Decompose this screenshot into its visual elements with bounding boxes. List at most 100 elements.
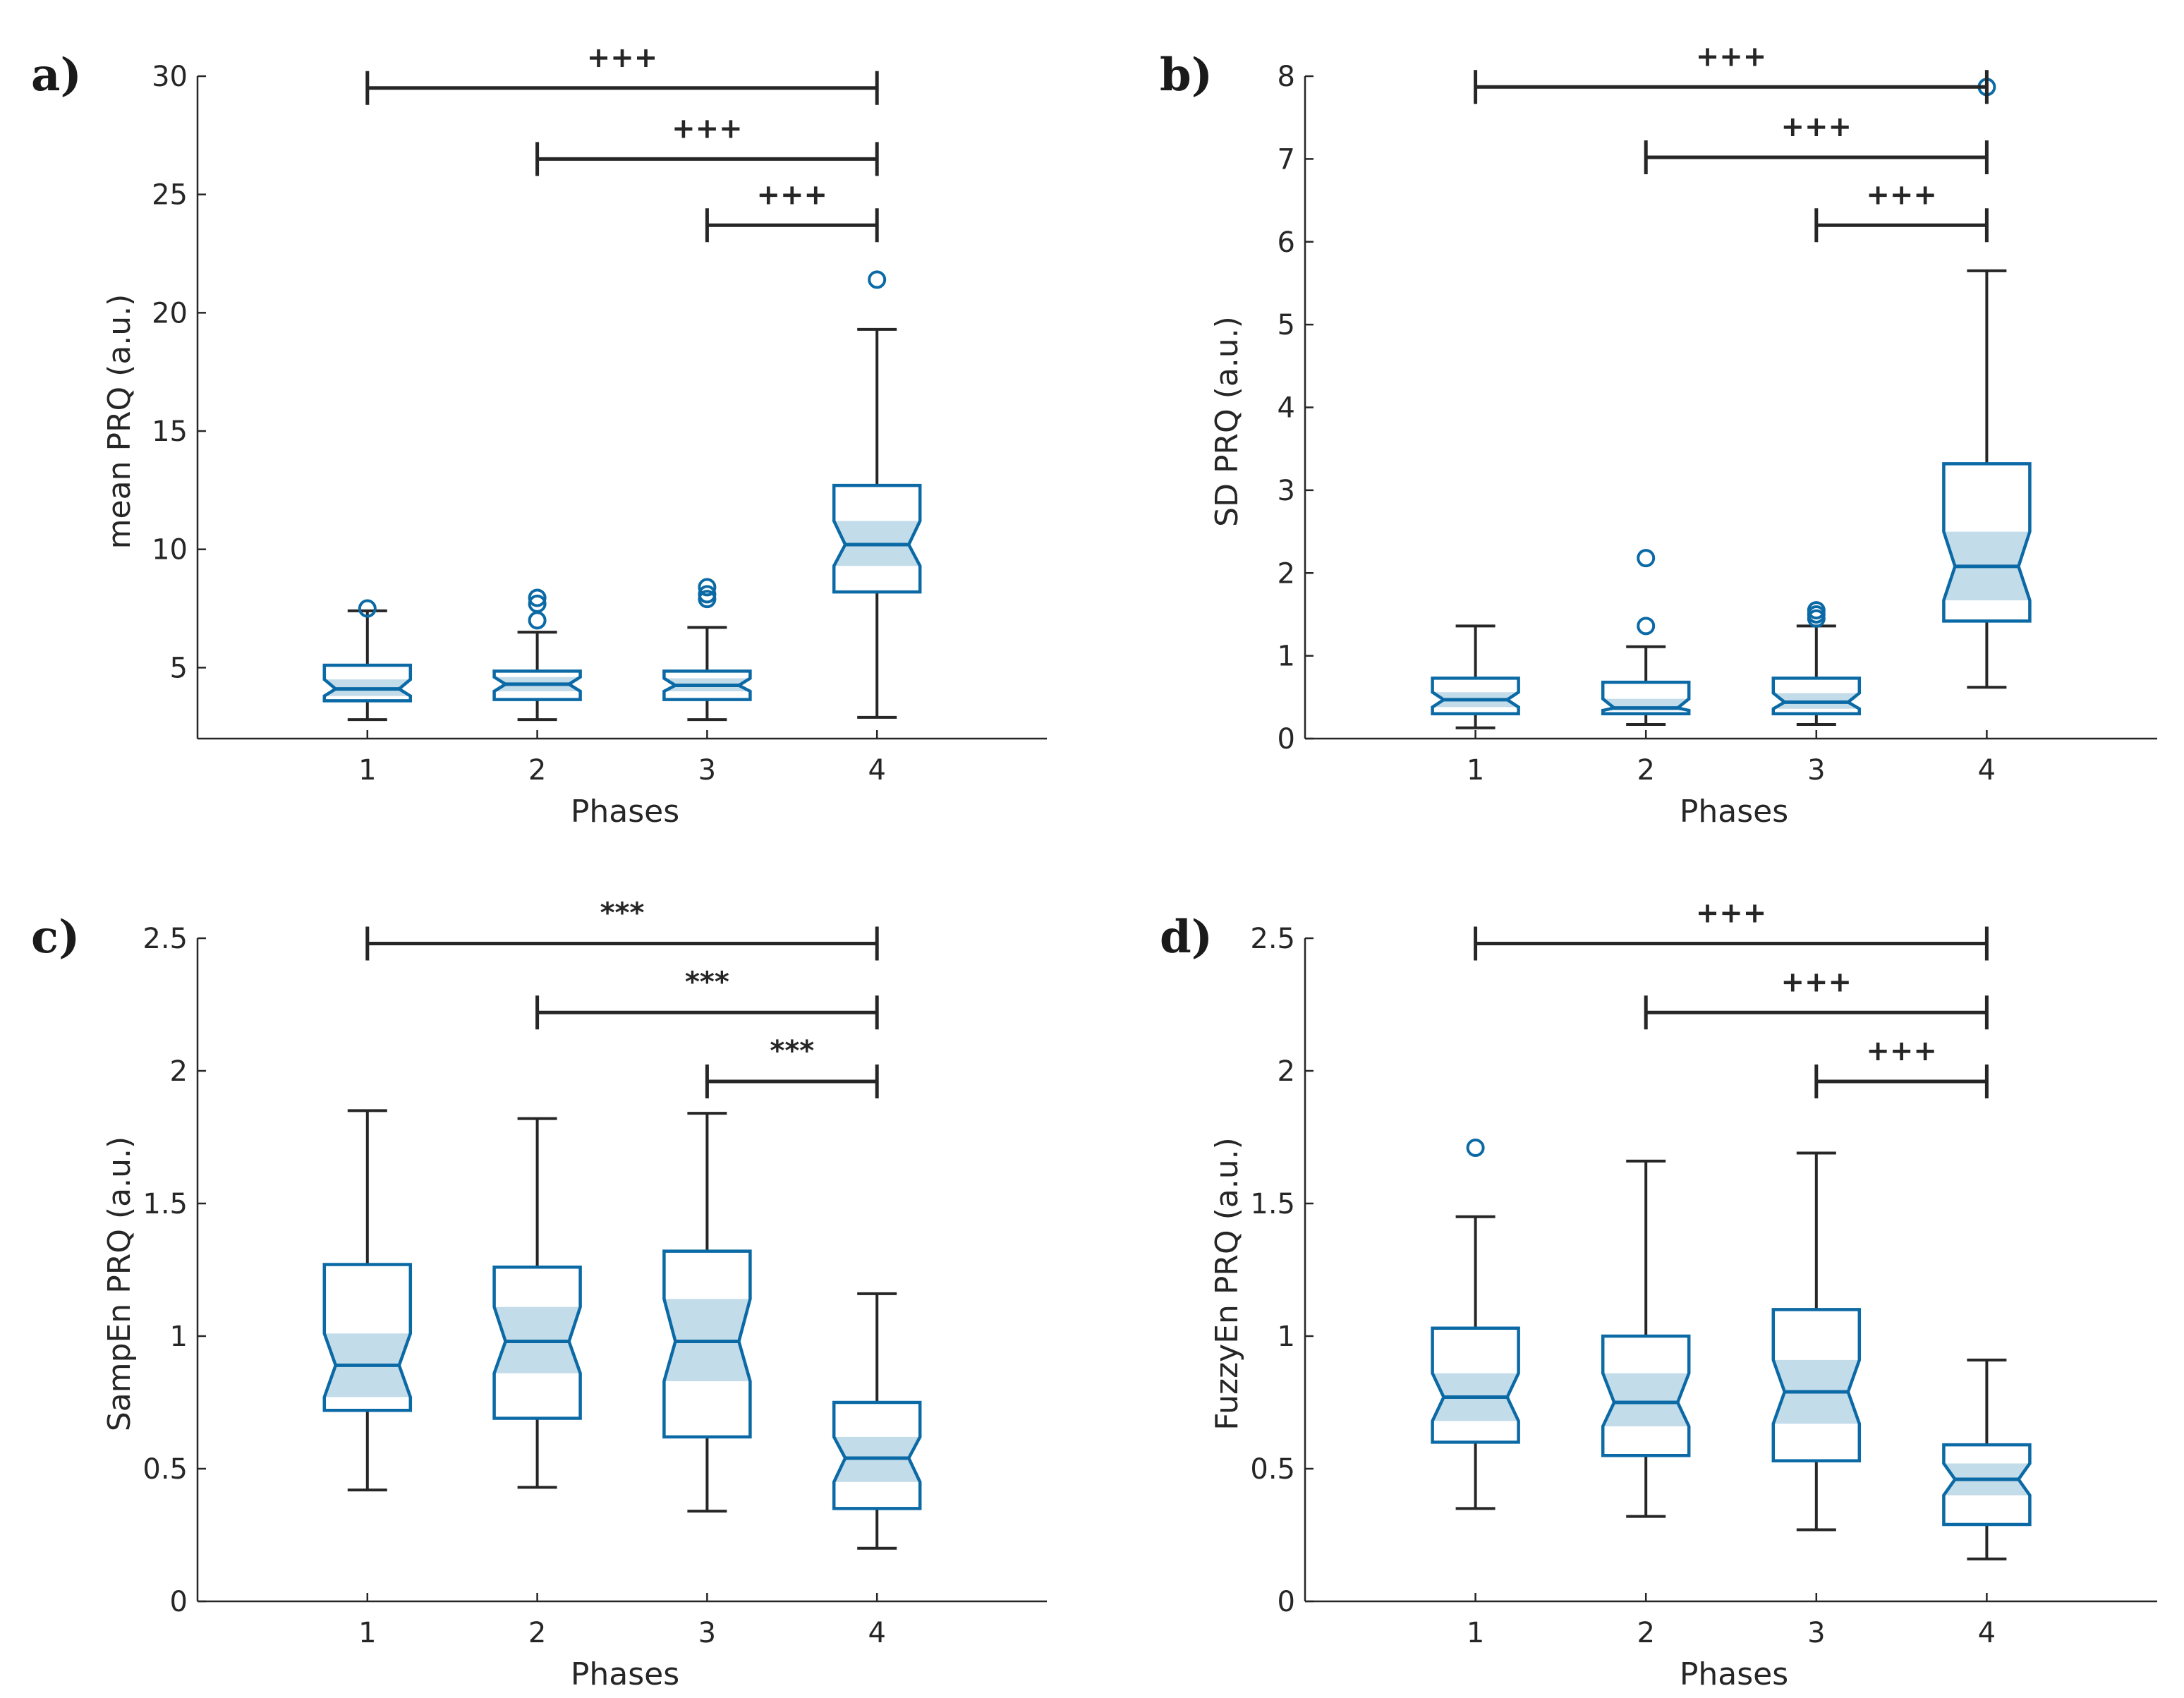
panel-label: c) bbox=[31, 911, 80, 964]
x-tick-label: 3 bbox=[698, 1617, 716, 1649]
y-tick-label: 2.5 bbox=[142, 923, 188, 955]
box-category-4 bbox=[1942, 78, 2032, 689]
box-outline bbox=[322, 663, 413, 703]
outlier-point bbox=[698, 585, 717, 604]
significance-bracket: +++ bbox=[535, 112, 879, 176]
x-tick-label: 2 bbox=[1637, 1617, 1654, 1649]
box-outline bbox=[1431, 677, 1520, 716]
y-tick-label: 1.5 bbox=[1250, 1188, 1295, 1220]
significance-bracket: +++ bbox=[1644, 966, 1989, 1030]
y-tick-label: 25 bbox=[152, 179, 188, 212]
box-outline bbox=[832, 483, 922, 594]
outlier-point bbox=[1637, 549, 1656, 568]
box-outline bbox=[1942, 1443, 2032, 1527]
significance-label: +++ bbox=[1866, 178, 1937, 211]
significance-label: +++ bbox=[1781, 111, 1852, 143]
x-axis-label: Phases bbox=[571, 794, 679, 830]
significance-label: +++ bbox=[1696, 40, 1767, 73]
box-category-1 bbox=[322, 599, 413, 722]
x-tick-label: 4 bbox=[1978, 1617, 1996, 1649]
box-outline bbox=[1431, 1326, 1520, 1444]
significance-bracket: +++ bbox=[705, 178, 879, 243]
box-category-1 bbox=[1431, 1139, 1520, 1510]
significance-label: +++ bbox=[1696, 897, 1767, 930]
x-tick-label: 3 bbox=[1807, 1617, 1825, 1649]
y-tick-label: 15 bbox=[152, 416, 188, 448]
significance-bracket: *** bbox=[535, 966, 879, 1030]
x-tick-label: 1 bbox=[1467, 1617, 1484, 1649]
y-tick-label: 1 bbox=[1278, 641, 1295, 673]
y-tick-label: 30 bbox=[152, 61, 188, 93]
x-tick-label: 3 bbox=[698, 754, 716, 787]
significance-label: +++ bbox=[1781, 966, 1852, 998]
box-category-1 bbox=[1431, 624, 1520, 729]
significance-bracket: +++ bbox=[1814, 1035, 1989, 1099]
panel-4: d) 0 0.5 1 1.5 2 2.5 1 2 3 4 Phases FuzzyEn PRQ (a.u… bbox=[1160, 897, 2157, 1692]
significance-label: +++ bbox=[757, 178, 828, 211]
y-axis-label: SD PRQ (a.u.) bbox=[1209, 316, 1245, 527]
outlier-point bbox=[528, 594, 547, 613]
outlier-point bbox=[1807, 601, 1826, 620]
box-category-2 bbox=[1601, 549, 1691, 727]
panel-1: a) 5 10 15 20 25 30 1 2 3 4 Phases mean PRQ (a.u.) ++… bbox=[31, 42, 1047, 830]
x-axis-label: Phases bbox=[1680, 1656, 1788, 1692]
box-category-3 bbox=[1771, 601, 1862, 727]
y-tick-label: 8 bbox=[1278, 61, 1295, 93]
box-outline bbox=[1771, 677, 1862, 716]
y-tick-label: 0 bbox=[1278, 723, 1295, 756]
outlier-point bbox=[528, 611, 547, 630]
box-outline bbox=[492, 669, 582, 701]
significance-label: *** bbox=[685, 966, 729, 998]
x-tick-label: 2 bbox=[528, 754, 546, 787]
box-category-3 bbox=[662, 1112, 752, 1513]
box-outline bbox=[492, 1265, 582, 1420]
box-category-3 bbox=[1771, 1151, 1862, 1532]
x-tick-label: 1 bbox=[358, 1617, 376, 1649]
box-outline bbox=[832, 1400, 922, 1510]
x-tick-label: 4 bbox=[1978, 754, 1996, 787]
y-tick-label: 3 bbox=[1278, 475, 1295, 507]
x-tick-label: 3 bbox=[1807, 754, 1825, 787]
x-tick-label: 4 bbox=[868, 754, 885, 787]
outlier-point bbox=[358, 599, 377, 618]
outlier-point bbox=[1466, 1139, 1485, 1158]
y-tick-label: 20 bbox=[152, 297, 188, 329]
box-category-2 bbox=[492, 1117, 582, 1489]
box-outline bbox=[662, 669, 752, 701]
significance-bracket: +++ bbox=[1814, 178, 1989, 243]
y-tick-label: 0.5 bbox=[142, 1453, 188, 1486]
outlier-point bbox=[528, 588, 547, 607]
significance-label: +++ bbox=[1866, 1035, 1937, 1067]
y-tick-label: 7 bbox=[1278, 143, 1295, 176]
box-outline bbox=[1601, 1334, 1691, 1457]
x-axis-label: Phases bbox=[571, 1656, 679, 1692]
y-tick-label: 2 bbox=[1278, 1055, 1295, 1088]
box-outline bbox=[1771, 1308, 1862, 1462]
y-tick-label: 0.5 bbox=[1250, 1453, 1295, 1486]
y-tick-label: 4 bbox=[1278, 392, 1295, 425]
y-tick-label: 1 bbox=[1278, 1321, 1295, 1353]
x-tick-label: 2 bbox=[1637, 754, 1654, 787]
y-tick-label: 0 bbox=[1278, 1586, 1295, 1618]
x-tick-label: 1 bbox=[1467, 754, 1484, 787]
significance-label: +++ bbox=[587, 42, 658, 74]
y-axis-label: mean PRQ (a.u.) bbox=[102, 294, 138, 550]
x-tick-label: 2 bbox=[528, 1617, 546, 1649]
y-tick-label: 5 bbox=[170, 652, 188, 684]
significance-bracket: *** bbox=[705, 1035, 879, 1099]
notch-shading bbox=[1603, 1373, 1689, 1426]
y-tick-label: 5 bbox=[1278, 309, 1295, 341]
y-tick-label: 1 bbox=[170, 1321, 188, 1353]
panel-3: c) 0 0.5 1 1.5 2 2.5 1 2 3 4 Phases SampEn PRQ (a.u.… bbox=[31, 897, 1047, 1692]
significance-bracket: +++ bbox=[1474, 40, 1989, 104]
x-tick-label: 1 bbox=[358, 754, 376, 787]
box-outline bbox=[662, 1249, 752, 1439]
x-axis-label: Phases bbox=[1680, 794, 1788, 830]
x-tick-label: 4 bbox=[868, 1617, 885, 1649]
outlier-point bbox=[1637, 617, 1656, 636]
y-tick-label: 10 bbox=[152, 534, 188, 566]
y-tick-label: 6 bbox=[1278, 226, 1295, 259]
y-axis-label: FuzzyEn PRQ (a.u.) bbox=[1209, 1137, 1245, 1431]
significance-bracket: +++ bbox=[1644, 111, 1989, 175]
